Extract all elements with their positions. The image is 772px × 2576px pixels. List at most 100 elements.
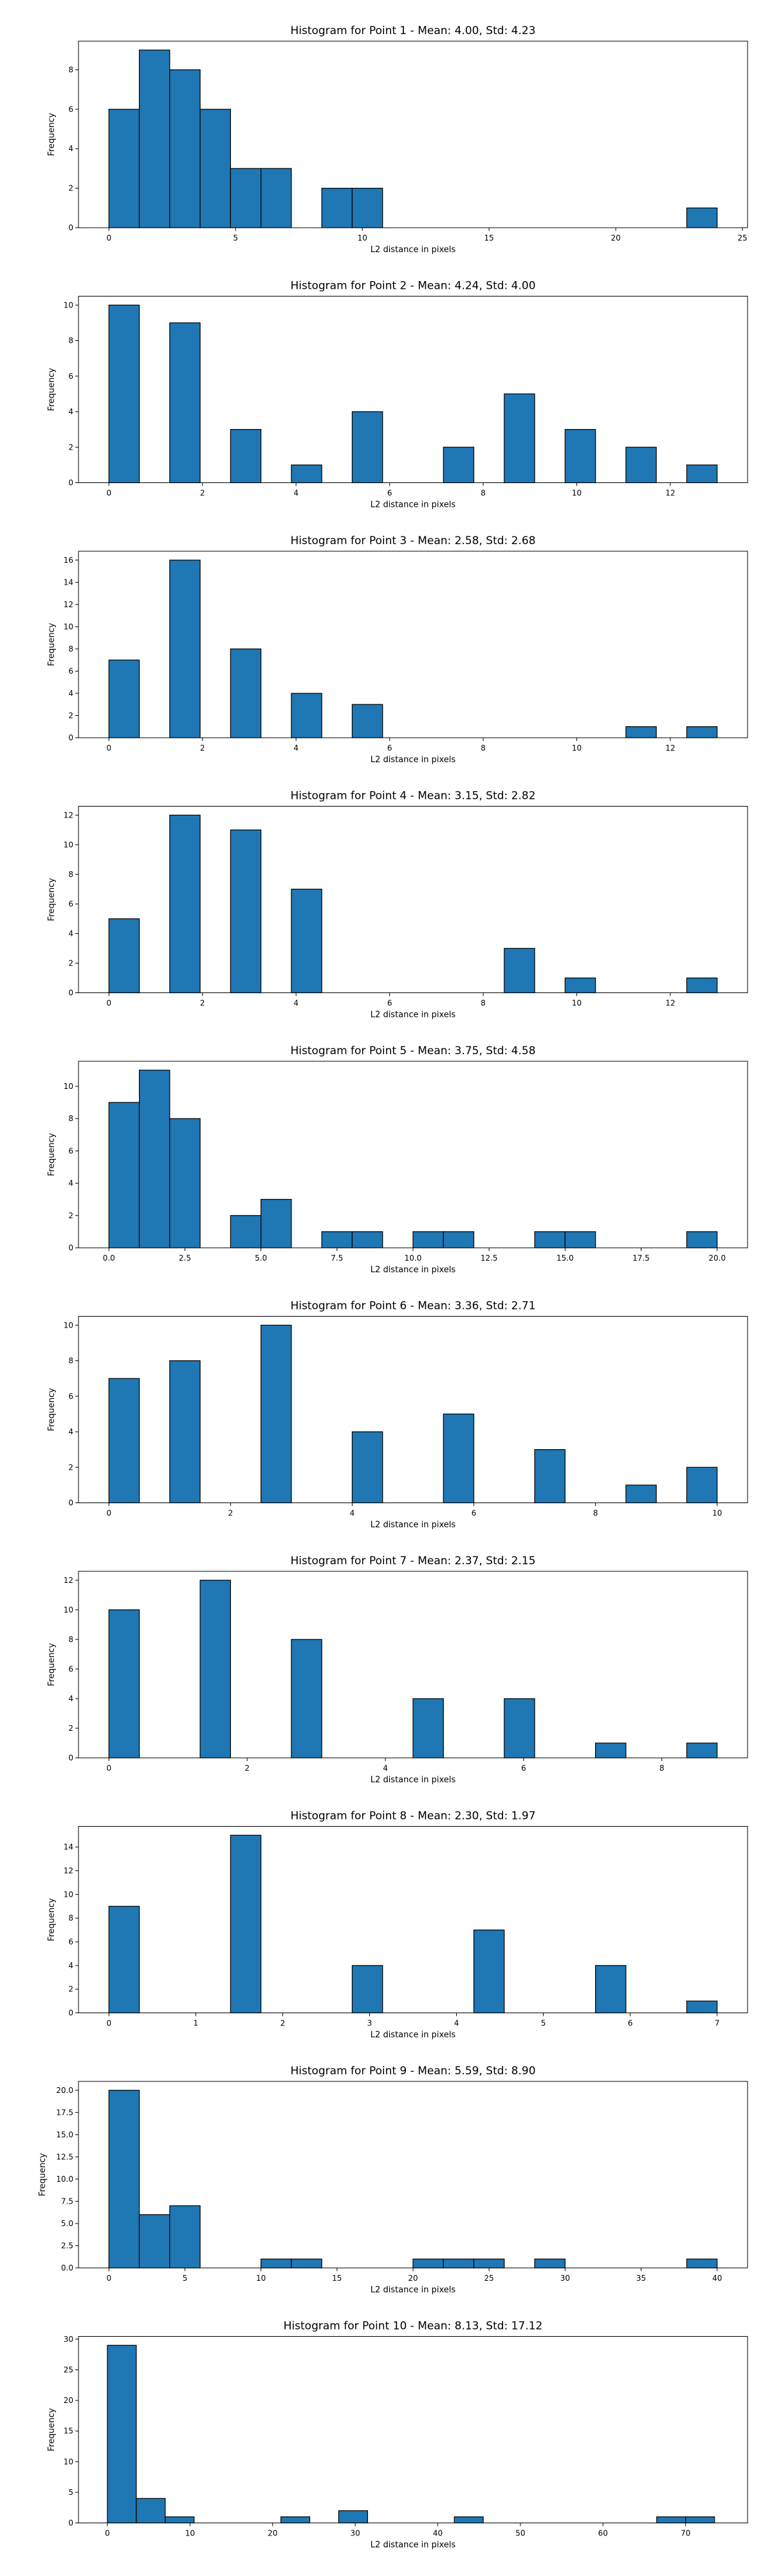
x-tick-label: 5.0 [255, 1254, 267, 1263]
x-tick-label: 2 [200, 744, 205, 753]
x-tick-label: 8 [481, 999, 486, 1008]
histogram-bar [686, 977, 718, 994]
histogram-bar [685, 2516, 715, 2524]
x-tick-label: 6 [521, 1764, 526, 1773]
y-tick-label: 6 [68, 1146, 73, 1155]
histogram-bar [169, 69, 201, 228]
y-tick-label: 0 [68, 2519, 73, 2528]
x-tick-label: 35 [636, 2274, 646, 2283]
histogram-panel: Histogram for Point 8 - Mean: 2.30, Std:… [47, 1810, 748, 2040]
x-tick-label: 1 [194, 2019, 199, 2028]
y-axis-label: Frequency [47, 623, 57, 666]
y-tick-label: 10 [64, 1082, 73, 1091]
x-tick-label: 20 [268, 2529, 277, 2538]
histogram-panel: Histogram for Point 2 - Mean: 4.24, Std:… [47, 280, 748, 510]
x-tick-label: 0 [106, 233, 111, 242]
histogram-bar [443, 446, 475, 484]
y-axis-label: Frequency [47, 1898, 57, 1941]
histogram-bar [280, 2516, 311, 2524]
y-tick-label: 0 [68, 2009, 73, 2018]
x-tick-label: 2 [200, 489, 205, 498]
x-axis-label: L2 distance in pixels [371, 1265, 456, 1275]
chart-title: Histogram for Point 6 - Mean: 3.36, Std:… [290, 1300, 535, 1313]
x-tick-label: 10 [572, 744, 582, 753]
histogram-bar [473, 2258, 505, 2269]
y-tick-label: 0 [68, 1243, 73, 1252]
x-axis-label: L2 distance in pixels [371, 2031, 456, 2040]
x-tick-label: 2 [280, 2019, 286, 2028]
x-tick-label: 6 [387, 999, 392, 1008]
histogram-bar [686, 464, 718, 484]
histogram-bar [138, 2214, 170, 2269]
histogram-bar [534, 2258, 565, 2269]
x-tick-label: 8 [659, 1764, 665, 1773]
histogram-bar [230, 1215, 262, 1248]
histogram-bar [534, 1231, 565, 1248]
axes-frame [78, 296, 748, 483]
x-tick-label: 50 [515, 2529, 525, 2538]
y-tick-label: 6 [68, 105, 73, 114]
histogram-bar [169, 322, 201, 484]
histogram-panel: Histogram for Point 6 - Mean: 3.36, Std:… [47, 1300, 748, 1530]
histogram-panel: Histogram for Point 4 - Mean: 3.15, Std:… [47, 790, 748, 1020]
y-tick-label: 6 [68, 666, 73, 675]
x-tick-label: 8 [481, 489, 486, 498]
histogram-bar [454, 2516, 484, 2524]
histogram-bar [108, 1906, 140, 2014]
histogram-panel: Histogram for Point 1 - Mean: 4.00, Std:… [47, 24, 748, 255]
axes-frame [78, 1826, 748, 2013]
y-tick-label: 16 [64, 556, 73, 565]
y-tick-label: 17.5 [56, 2108, 73, 2117]
histogram-bar [108, 1378, 140, 1504]
chart-title: Histogram for Point 2 - Mean: 4.24, Std:… [290, 280, 535, 293]
x-tick-label: 2.5 [179, 1254, 191, 1263]
histogram-bar [338, 2510, 368, 2524]
histogram-bar [595, 1742, 627, 1758]
y-tick-label: 4 [68, 1961, 73, 1970]
y-tick-label: 10 [64, 1320, 73, 1329]
chart-title: Histogram for Point 7 - Mean: 2.37, Std:… [290, 1555, 535, 1567]
histogram-bar [412, 1698, 444, 1758]
axes-frame [78, 2336, 748, 2523]
histogram-bar [625, 726, 657, 738]
x-tick-label: 6 [628, 2019, 633, 2028]
y-tick-label: 0 [68, 989, 73, 998]
y-tick-label: 10 [64, 300, 73, 309]
x-tick-label: 4 [350, 1509, 355, 1518]
x-tick-label: 7 [715, 2019, 720, 2028]
histogram-bar [230, 168, 262, 228]
histogram-bar [108, 1609, 140, 1758]
histogram-bar [564, 429, 596, 484]
x-axis-label: L2 distance in pixels [371, 500, 456, 510]
histogram-bar [625, 1484, 657, 1504]
histogram-bar [261, 2258, 292, 2269]
x-tick-label: 17.5 [632, 1254, 650, 1263]
chart-title: Histogram for Point 3 - Mean: 2.58, Std:… [290, 534, 535, 547]
histogram-bar [321, 1231, 353, 1248]
x-tick-label: 60 [598, 2529, 608, 2538]
histogram-bar [351, 1231, 383, 1248]
y-tick-label: 6 [68, 1937, 73, 1946]
histogram-bar [169, 1360, 201, 1504]
histogram-bar [108, 2090, 140, 2269]
x-tick-label: 4 [383, 1764, 388, 1773]
x-tick-label: 70 [681, 2529, 690, 2538]
y-tick-label: 6 [68, 1392, 73, 1401]
histogram-bar [686, 726, 718, 738]
histogram-bar [230, 429, 262, 484]
histogram-bar [138, 1070, 170, 1248]
histogram-bar [443, 2258, 475, 2269]
histogram-bar [504, 1698, 535, 1758]
y-axis-label: Frequency [47, 1643, 57, 1686]
x-tick-label: 8 [481, 744, 486, 753]
y-tick-label: 15.0 [56, 2130, 73, 2139]
y-tick-label: 20 [64, 2396, 73, 2405]
y-tick-label: 0 [68, 1753, 73, 1762]
y-tick-label: 4 [68, 689, 73, 698]
y-tick-label: 8 [68, 1114, 73, 1123]
x-tick-label: 0 [106, 1509, 111, 1518]
histogram-bar [108, 109, 140, 228]
histogram-bar [291, 693, 322, 738]
x-tick-label: 12 [665, 744, 675, 753]
x-tick-label: 20.0 [708, 1254, 726, 1263]
